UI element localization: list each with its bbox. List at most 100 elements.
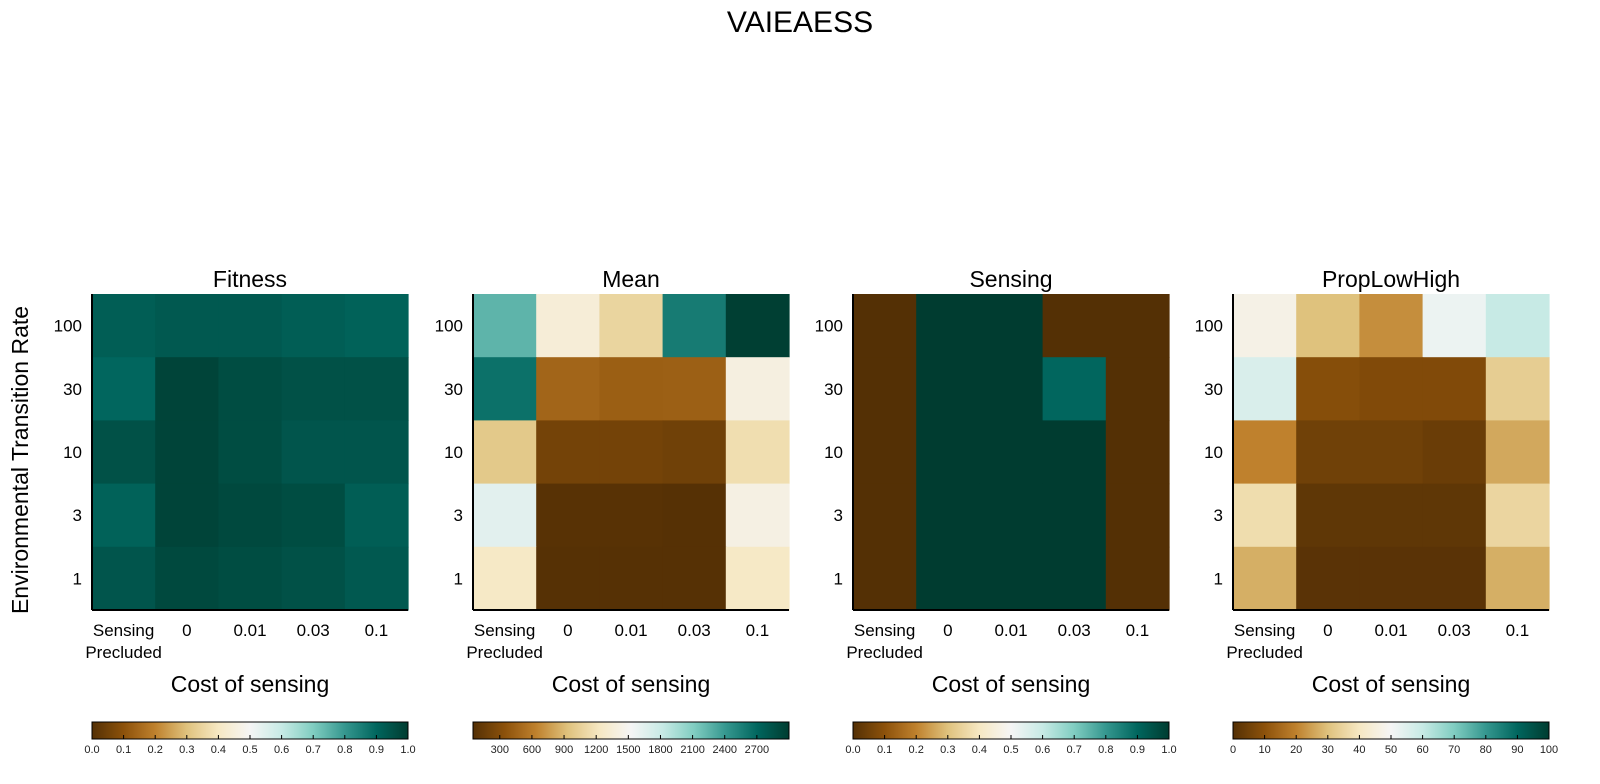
heatmap-cell xyxy=(155,357,219,421)
colorbar-tick-label: 300 xyxy=(491,744,509,756)
colorbar-tick-label: 0.6 xyxy=(1035,744,1050,756)
heatmap-cell xyxy=(473,294,537,358)
colorbar-tick-label: 1.0 xyxy=(400,744,415,756)
colorbar-tick-label: 0.9 xyxy=(369,744,384,756)
heatmap-cell xyxy=(218,483,283,548)
x-tick-label: 0 xyxy=(563,621,572,640)
heatmap-cell xyxy=(218,546,283,611)
y-tick-label: 100 xyxy=(815,317,843,336)
colorbar-tick-label: 0.8 xyxy=(1098,744,1113,756)
x-tick-label: 0.01 xyxy=(1374,621,1407,640)
panel-mean: Mean 100 30 10 3 1 Sensing Precluded 0 0.01 0.03 0.… xyxy=(435,266,790,756)
heatmap-cell xyxy=(599,357,664,421)
x-axis-label: Cost of sensing xyxy=(171,671,330,697)
colorbar xyxy=(472,721,790,740)
heatmap-cell xyxy=(536,483,600,548)
heatmap-cell xyxy=(853,420,917,485)
heatmap-cell xyxy=(725,294,790,358)
heatmap-cell xyxy=(1296,546,1360,611)
x-tick-label: 0.1 xyxy=(1506,621,1530,640)
figure-title: VAIEAESS xyxy=(727,6,873,39)
heatmap-cell xyxy=(1422,546,1487,611)
y-tick-label: 30 xyxy=(824,380,843,399)
y-tick-label: 1 xyxy=(834,569,843,588)
colorbar-tick-label: 100 xyxy=(1540,744,1558,756)
heatmap-cell xyxy=(1296,357,1360,421)
colorbar-tick-label: 0.3 xyxy=(940,744,955,756)
heatmap-cell xyxy=(599,546,664,611)
heatmap-cell xyxy=(725,546,790,611)
y-tick-label: 10 xyxy=(444,443,463,462)
heatmap-cell xyxy=(1485,483,1550,548)
y-tick-label: 10 xyxy=(824,443,843,462)
heatmap-cell xyxy=(1105,483,1170,548)
heatmap-cell xyxy=(1422,357,1487,421)
colorbar-tick-label: 2700 xyxy=(745,744,769,756)
y-tick-label: 100 xyxy=(1195,317,1223,336)
heatmap-cell xyxy=(1042,294,1107,358)
x-tick-label: 0.01 xyxy=(994,621,1027,640)
colorbar-tick-label: 0.3 xyxy=(179,744,194,756)
x-tick-label: 0.03 xyxy=(1438,621,1471,640)
heatmap-cell xyxy=(155,420,219,485)
panel-title: PropLowHigh xyxy=(1322,266,1460,292)
heatmap-cell xyxy=(662,420,727,485)
heatmap-cell xyxy=(725,420,790,485)
y-tick-label: 30 xyxy=(444,380,463,399)
heatmap-cell xyxy=(281,420,346,485)
colorbar-tick-label: 0.1 xyxy=(116,744,131,756)
heatmap-cell xyxy=(1422,294,1487,358)
x-axis-label: Cost of sensing xyxy=(552,671,711,697)
x-tick-label: Sensing Precluded xyxy=(846,621,923,662)
heatmap-cell xyxy=(725,483,790,548)
heatmap-cell xyxy=(1359,420,1424,485)
colorbar-tick-label: 40 xyxy=(1353,744,1365,756)
heatmap-cell xyxy=(344,420,409,485)
heatmap-cell xyxy=(1233,294,1297,358)
heatmap-cell xyxy=(1485,357,1550,421)
heatmap-cell xyxy=(281,483,346,548)
heatmap-cell xyxy=(1105,294,1170,358)
heatmap-cell xyxy=(1422,483,1487,548)
colorbar-tick-label: 30 xyxy=(1322,744,1334,756)
heatmap-cell xyxy=(344,483,409,548)
heatmap-cell xyxy=(1359,294,1424,358)
colorbar-tick-label: 0.1 xyxy=(877,744,892,756)
heatmap-cell xyxy=(1359,483,1424,548)
heatmap-cell xyxy=(1359,357,1424,421)
colorbar-tick-label: 0.6 xyxy=(274,744,289,756)
colorbar-tick-label: 1.0 xyxy=(1161,744,1176,756)
y-tick-label: 1 xyxy=(454,569,463,588)
heatmap-cell xyxy=(853,483,917,548)
heatmap-cell xyxy=(92,546,156,611)
heatmap-cell xyxy=(1296,420,1360,485)
heatmap-cell xyxy=(92,420,156,485)
heatmap-cell xyxy=(853,357,917,421)
x-tick-label: 0.01 xyxy=(614,621,647,640)
x-tick-label: 0.01 xyxy=(233,621,266,640)
heatmap-cell xyxy=(281,546,346,611)
heatmap-cell xyxy=(536,546,600,611)
heatmap-cell xyxy=(473,420,537,485)
y-tick-label: 30 xyxy=(63,380,82,399)
heatmap-cell xyxy=(1105,357,1170,421)
y-tick-label: 3 xyxy=(454,506,463,525)
colorbar-tick-label: 90 xyxy=(1511,744,1523,756)
heatmap-cell xyxy=(916,546,980,611)
y-tick-label: 3 xyxy=(834,506,843,525)
heatmap-cell xyxy=(1233,357,1297,421)
x-tick-label: 0 xyxy=(1323,621,1332,640)
heatmap-cell xyxy=(1042,420,1107,485)
heatmap-cell xyxy=(1233,546,1297,611)
heatmap-cell xyxy=(979,420,1044,485)
heatmap-cell xyxy=(599,420,664,485)
heatmap-cell xyxy=(599,294,664,358)
heatmap-cell xyxy=(599,483,664,548)
heatmap-cell xyxy=(344,357,409,421)
x-tick-label: Sensing Precluded xyxy=(1226,621,1303,662)
y-tick-label: 100 xyxy=(54,317,82,336)
heatmap-cell xyxy=(916,483,980,548)
